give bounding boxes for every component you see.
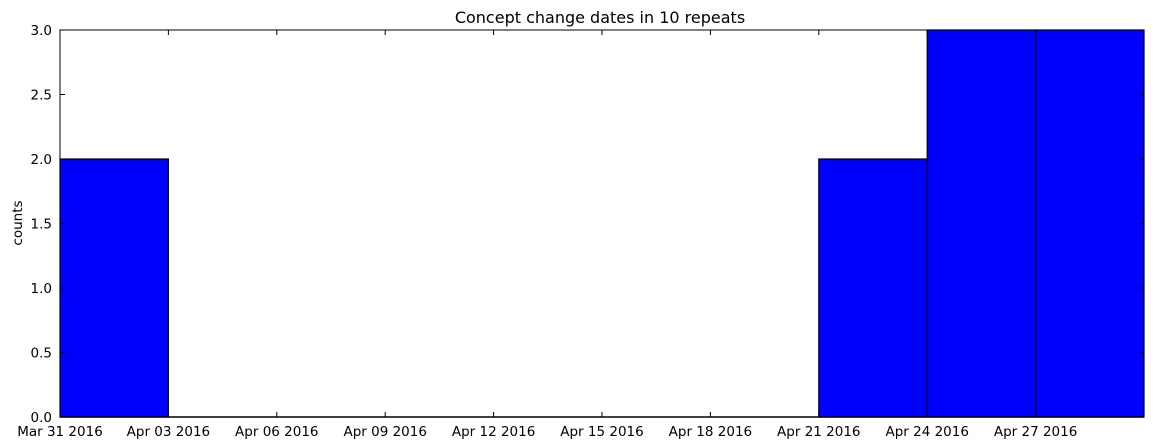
y-axis-ticks: 0.0 0.5 1.0 1.5 2.0 2.5 3.0 [31, 23, 1144, 426]
x-tick-label: Apr 06 2016 [235, 424, 318, 440]
histogram-bar [1034, 29, 1145, 418]
bars-group [59, 29, 1145, 418]
y-tick-label: 2.5 [31, 88, 52, 104]
x-tick-label: Apr 27 2016 [994, 424, 1077, 440]
x-tick-label: Apr 24 2016 [885, 424, 968, 440]
chart-title: Concept change dates in 10 repeats [455, 8, 745, 27]
x-tick-label: Apr 09 2016 [343, 424, 426, 440]
histogram-bar [818, 158, 928, 418]
x-tick-label: Apr 21 2016 [777, 424, 860, 440]
x-tick-label: Apr 15 2016 [560, 424, 643, 440]
plot-frame [59, 29, 1145, 418]
y-tick-label: 2.0 [31, 152, 52, 168]
histogram-bar [926, 29, 1037, 418]
x-tick-label: Apr 18 2016 [669, 424, 752, 440]
y-tick-label: 3.0 [31, 23, 52, 39]
x-axis-ticks: Mar 31 2016 Apr 03 2016 Apr 06 2016 Apr 09 … [17, 30, 1077, 440]
histogram-bar [59, 158, 170, 418]
y-tick-label: 0.5 [31, 346, 52, 362]
y-tick-label: 1.5 [31, 217, 52, 233]
y-tick-label: 0.0 [31, 410, 52, 426]
x-tick-label: Apr 12 2016 [452, 424, 535, 440]
y-axis-label: counts [10, 200, 26, 245]
x-tick-label: Apr 03 2016 [127, 424, 210, 440]
y-tick-label: 1.0 [31, 281, 52, 297]
x-tick-label: Mar 31 2016 [17, 424, 103, 440]
